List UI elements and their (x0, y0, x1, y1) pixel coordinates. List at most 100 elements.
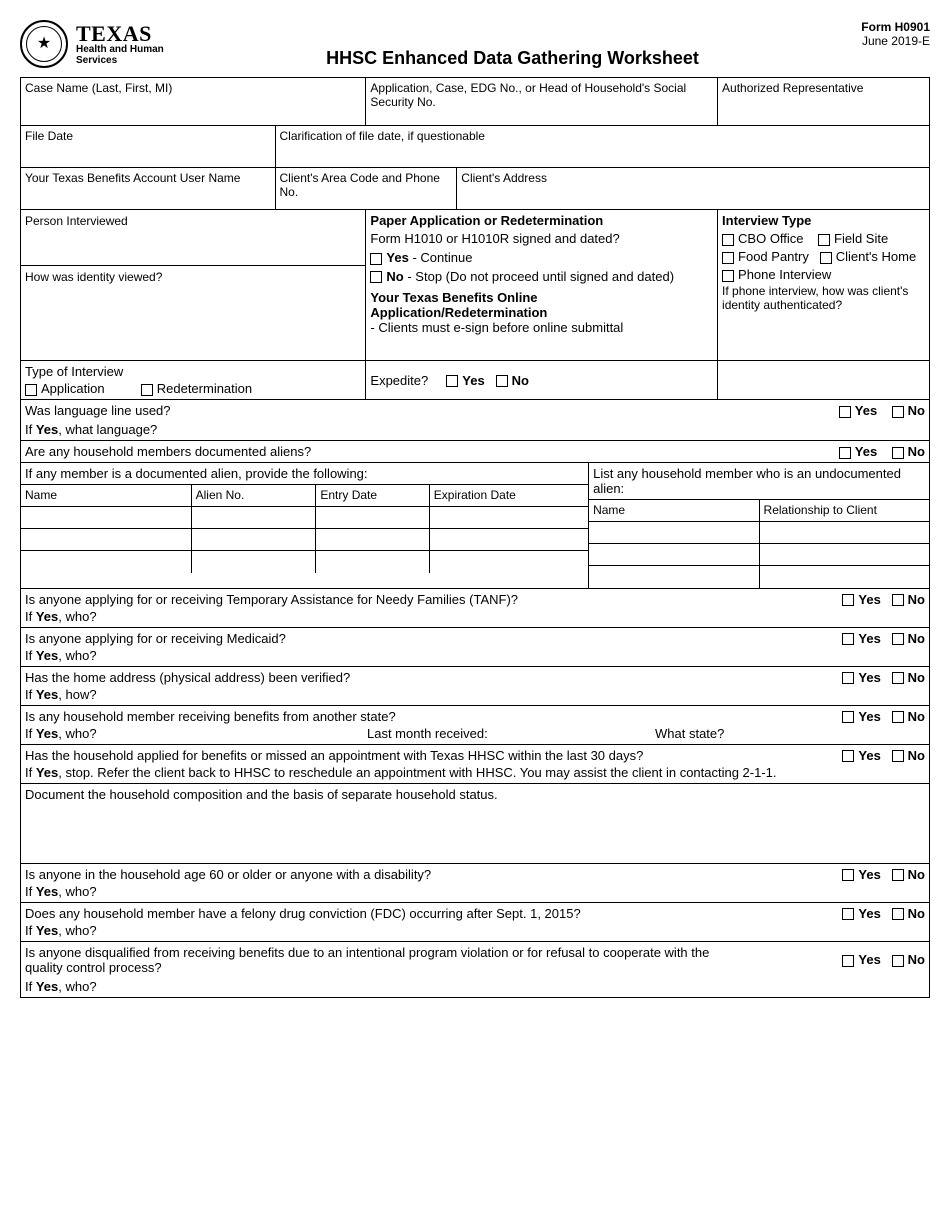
age60-yes[interactable]: Yes (842, 867, 880, 882)
tanf-who-field[interactable]: If Yes, who? (25, 609, 925, 624)
table-cell[interactable] (429, 529, 588, 551)
clients-home-option[interactable]: Client's Home (820, 249, 917, 264)
checkbox-icon[interactable] (722, 234, 734, 246)
checkbox-icon[interactable] (892, 594, 904, 606)
table-cell[interactable] (429, 551, 588, 573)
lang-no[interactable]: No (892, 403, 925, 418)
other-state-who-field[interactable]: If Yes, who? (25, 726, 367, 741)
tanf-yes[interactable]: Yes (842, 592, 880, 607)
checkbox-icon[interactable] (820, 252, 832, 264)
table-cell[interactable] (21, 507, 191, 529)
fdc-yes[interactable]: Yes (842, 906, 880, 921)
client-phone-field[interactable]: Client's Area Code and Phone No. (275, 168, 457, 210)
table-cell[interactable] (191, 507, 316, 529)
expedite-no[interactable]: No (496, 373, 529, 388)
checkbox-icon[interactable] (892, 869, 904, 881)
addr-no[interactable]: No (892, 670, 925, 685)
checkbox-icon[interactable] (25, 384, 37, 396)
age60-who-field[interactable]: If Yes, who? (25, 884, 925, 899)
case-name-field[interactable]: Case Name (Last, First, MI) (21, 78, 366, 126)
table-cell[interactable] (191, 529, 316, 551)
what-state-field[interactable]: What state? (655, 726, 724, 741)
checkbox-icon[interactable] (842, 869, 854, 881)
person-interviewed-field[interactable]: Person Interviewed (21, 210, 365, 266)
medicaid-yes[interactable]: Yes (842, 631, 880, 646)
table-cell[interactable] (316, 529, 429, 551)
addr-yes[interactable]: Yes (842, 670, 880, 685)
clarification-field[interactable]: Clarification of file date, if questiona… (275, 126, 929, 168)
checkbox-icon[interactable] (892, 447, 904, 459)
disq-no[interactable]: No (892, 952, 925, 967)
fdc-no[interactable]: No (892, 906, 925, 921)
checkbox-icon[interactable] (892, 955, 904, 967)
checkbox-icon[interactable] (141, 384, 153, 396)
redetermination-option[interactable]: Redetermination (141, 381, 252, 396)
checkbox-icon[interactable] (842, 594, 854, 606)
disq-who-field[interactable]: If Yes, who? (25, 979, 925, 994)
file-date-field[interactable]: File Date (21, 126, 276, 168)
last-month-field[interactable]: Last month received: (367, 726, 655, 741)
table-cell[interactable] (316, 551, 429, 573)
checkbox-icon[interactable] (892, 750, 904, 762)
table-cell[interactable] (21, 529, 191, 551)
lang-yes[interactable]: Yes (839, 403, 877, 418)
aliens-no[interactable]: No (892, 444, 925, 459)
ytb-user-field[interactable]: Your Texas Benefits Account User Name (21, 168, 276, 210)
application-option[interactable]: Application (25, 381, 105, 396)
table-cell[interactable] (191, 551, 316, 573)
disq-yes[interactable]: Yes (842, 952, 880, 967)
table-cell[interactable] (589, 566, 759, 588)
checkbox-icon[interactable] (842, 711, 854, 723)
aliens-yes[interactable]: Yes (839, 444, 877, 459)
checkbox-icon[interactable] (839, 447, 851, 459)
medicaid-who-field[interactable]: If Yes, who? (25, 648, 925, 663)
otherstate-yes[interactable]: Yes (842, 709, 880, 724)
household-composition-field[interactable]: Document the household composition and t… (21, 783, 930, 863)
checkbox-icon[interactable] (818, 234, 830, 246)
table-cell[interactable] (759, 522, 929, 544)
table-cell[interactable] (316, 507, 429, 529)
checkbox-icon[interactable] (892, 672, 904, 684)
checkbox-icon[interactable] (892, 908, 904, 920)
otherstate-no[interactable]: No (892, 709, 925, 724)
checkbox-icon[interactable] (496, 375, 508, 387)
phone-interview-option[interactable]: Phone Interview (722, 267, 925, 282)
client-address-field[interactable]: Client's Address (457, 168, 930, 210)
checkbox-icon[interactable] (722, 252, 734, 264)
checkbox-icon[interactable] (892, 633, 904, 645)
yes-continue-option[interactable]: Yes - Continue (370, 250, 713, 265)
checkbox-icon[interactable] (446, 375, 458, 387)
tanf-no[interactable]: No (892, 592, 925, 607)
checkbox-icon[interactable] (839, 406, 851, 418)
addr-how-field[interactable]: If Yes, how? (25, 687, 925, 702)
checkbox-icon[interactable] (370, 253, 382, 265)
checkbox-icon[interactable] (842, 908, 854, 920)
fdc-who-field[interactable]: If Yes, who? (25, 923, 925, 938)
missed-no[interactable]: No (892, 748, 925, 763)
checkbox-icon[interactable] (842, 955, 854, 967)
expedite-yes[interactable]: Yes (446, 373, 484, 388)
table-cell[interactable] (759, 566, 929, 588)
checkbox-icon[interactable] (842, 750, 854, 762)
checkbox-icon[interactable] (842, 633, 854, 645)
food-pantry-option[interactable]: Food Pantry (722, 249, 809, 264)
table-cell[interactable] (759, 544, 929, 566)
table-cell[interactable] (21, 551, 191, 573)
checkbox-icon[interactable] (370, 271, 382, 283)
field-site-option[interactable]: Field Site (818, 231, 888, 246)
checkbox-icon[interactable] (892, 711, 904, 723)
medicaid-no[interactable]: No (892, 631, 925, 646)
table-cell[interactable] (429, 507, 588, 529)
application-case-field[interactable]: Application, Case, EDG No., or Head of H… (366, 78, 718, 126)
no-stop-option[interactable]: No - Stop (Do not proceed until signed a… (370, 269, 713, 284)
missed-yes[interactable]: Yes (842, 748, 880, 763)
identity-viewed-field[interactable]: How was identity viewed? (21, 266, 365, 360)
age60-no[interactable]: No (892, 867, 925, 882)
checkbox-icon[interactable] (842, 672, 854, 684)
table-cell[interactable] (589, 522, 759, 544)
table-cell[interactable] (589, 544, 759, 566)
checkbox-icon[interactable] (892, 406, 904, 418)
checkbox-icon[interactable] (722, 270, 734, 282)
cbo-office-option[interactable]: CBO Office (722, 231, 804, 246)
language-which-field[interactable]: If Yes, what language? (25, 422, 925, 437)
